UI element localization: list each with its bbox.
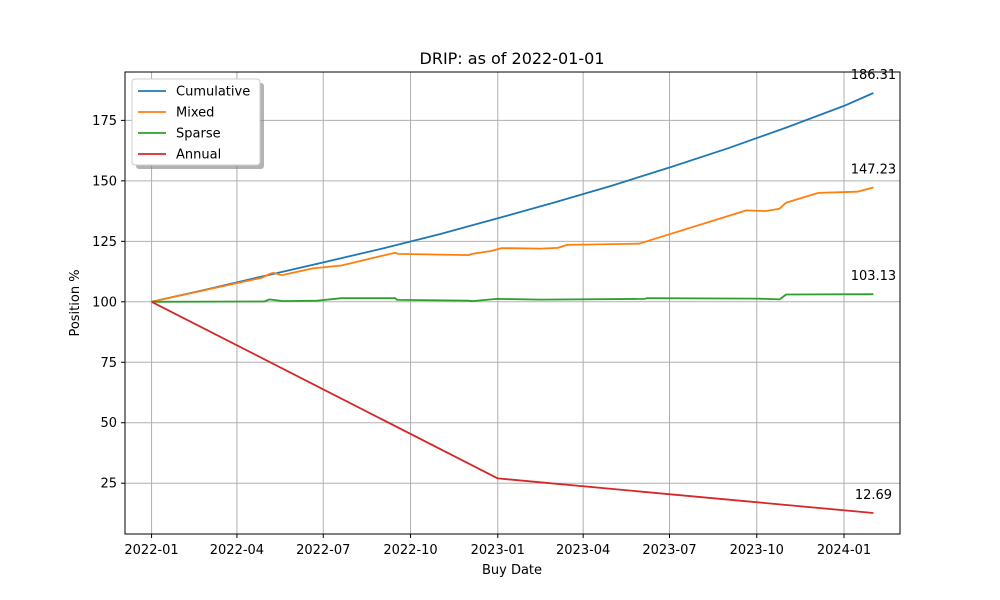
series-line-annual: [151, 300, 874, 514]
chart-title: DRIP: as of 2022-01-01: [420, 49, 605, 68]
x-tick-label: 2024-01: [817, 543, 871, 558]
legend: Cumulative Mixed Sparse Annual: [131, 78, 264, 169]
x-tick-label: 2022-10: [383, 543, 437, 558]
legend-label: Cumulative: [176, 85, 250, 100]
series-lines: [151, 92, 874, 514]
x-axis-title: Buy Date: [482, 563, 542, 578]
end-value-label: 186.31: [851, 68, 897, 83]
end-value-label: 147.23: [851, 163, 897, 178]
y-tick-label: 150: [92, 174, 117, 189]
legend-frame: [131, 78, 261, 166]
x-tick-label: 2022-04: [210, 543, 264, 558]
grid: [125, 72, 900, 534]
x-tick-label: 2023-04: [556, 543, 610, 558]
y-tick-label: 125: [92, 235, 117, 250]
y-tick-label: 25: [100, 477, 117, 492]
series-line-mixed: [151, 186, 874, 303]
x-tick-label: 2022-07: [296, 543, 350, 558]
legend-label: Mixed: [176, 106, 214, 121]
legend-label: Annual: [176, 148, 221, 163]
x-axis: 2022-01 2022-04 2022-07 2022-10 2023-01 2023-…: [124, 534, 871, 558]
x-tick-label: 2023-07: [642, 543, 696, 558]
x-tick-label: 2022-01: [124, 543, 178, 558]
y-tick-label: 50: [100, 416, 117, 431]
end-value-label: 12.69: [855, 488, 892, 503]
end-labels: 186.31 147.23 103.13 12.69: [851, 68, 897, 503]
y-axis-title: Position %: [68, 269, 83, 336]
series-line-sparse: [151, 293, 874, 303]
x-tick-label: 2023-10: [730, 543, 784, 558]
plot-area-frame: [124, 71, 901, 535]
x-tick-label: 2023-01: [471, 543, 525, 558]
y-tick-label: 100: [92, 295, 117, 310]
y-tick-label: 175: [92, 114, 117, 129]
legend-label: Sparse: [176, 127, 221, 142]
y-axis: 25 50 75 100 125 150 175: [92, 114, 125, 492]
end-value-label: 103.13: [851, 269, 897, 284]
y-tick-label: 75: [100, 356, 117, 371]
